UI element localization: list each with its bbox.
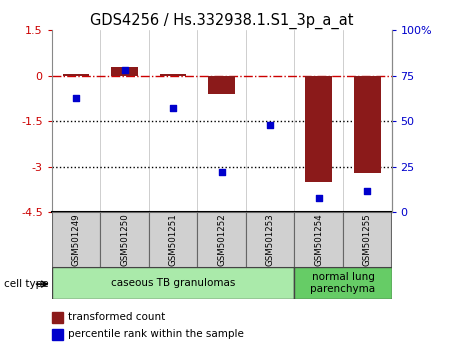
- Text: GSM501250: GSM501250: [120, 213, 129, 266]
- Title: GDS4256 / Hs.332938.1.S1_3p_a_at: GDS4256 / Hs.332938.1.S1_3p_a_at: [90, 12, 353, 29]
- Point: [170, 105, 177, 111]
- Text: cell type: cell type: [4, 279, 49, 289]
- Bar: [294, 212, 343, 267]
- Text: GSM501255: GSM501255: [363, 213, 372, 266]
- Bar: [246, 212, 294, 267]
- Point: [266, 122, 274, 128]
- Point: [218, 170, 225, 175]
- Text: GSM501249: GSM501249: [72, 213, 81, 266]
- Text: GSM501253: GSM501253: [266, 213, 274, 266]
- Point: [121, 67, 128, 73]
- Bar: [111, 67, 138, 76]
- Bar: [198, 212, 246, 267]
- Text: GSM501252: GSM501252: [217, 213, 226, 266]
- Bar: [208, 76, 235, 94]
- Point: [72, 95, 80, 101]
- Bar: [100, 212, 149, 267]
- Text: caseous TB granulomas: caseous TB granulomas: [111, 278, 235, 288]
- Bar: [343, 212, 392, 267]
- Text: GSM501254: GSM501254: [314, 213, 323, 266]
- Text: percentile rank within the sample: percentile rank within the sample: [68, 329, 243, 339]
- Bar: [63, 74, 90, 76]
- Point: [364, 188, 371, 193]
- Point: [315, 195, 322, 201]
- Bar: [160, 74, 186, 76]
- Bar: [52, 267, 294, 299]
- Text: transformed count: transformed count: [68, 312, 165, 322]
- Text: GSM501251: GSM501251: [169, 213, 178, 266]
- Bar: [354, 76, 381, 173]
- Bar: [149, 212, 198, 267]
- Bar: [294, 267, 392, 299]
- Bar: [52, 212, 100, 267]
- Bar: [306, 76, 332, 182]
- Text: normal lung
parenchyma: normal lung parenchyma: [310, 272, 376, 294]
